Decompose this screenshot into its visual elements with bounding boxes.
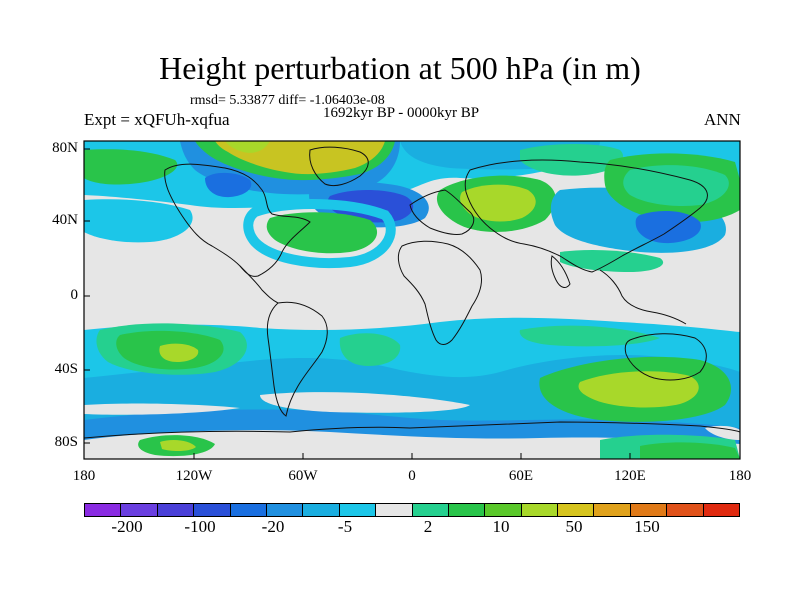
contour-pacific-right-teal xyxy=(623,165,729,206)
colorbar-swatch-12 xyxy=(521,504,559,516)
colorbar-swatch-5 xyxy=(266,504,304,516)
contour-greenland-lime xyxy=(225,141,270,153)
colorbar-swatch-6 xyxy=(303,504,340,516)
lat-label-40s: 40S xyxy=(54,361,78,377)
colorbar-swatch-14 xyxy=(594,504,631,516)
colorbar-swatch-4 xyxy=(230,504,267,516)
contour-antarctic-gray-right xyxy=(705,425,740,440)
tick-marks xyxy=(84,148,631,459)
coast-antarctica xyxy=(84,421,740,439)
lon-label-60e: 60E xyxy=(508,468,534,484)
contour-indian-teal xyxy=(519,325,660,347)
lon-label-120w: 120W xyxy=(175,468,213,484)
coast-south-america xyxy=(266,301,328,417)
contour-south-teal-atlantic xyxy=(339,333,401,366)
colorbar-label-neg200: -200 xyxy=(111,517,143,536)
contour-north-green-left xyxy=(84,149,178,185)
lon-label-180w: 180 xyxy=(72,468,96,484)
contour-antarctic-gray xyxy=(84,430,740,459)
colorbar-label-150: 150 xyxy=(634,517,660,536)
coast-africa xyxy=(397,240,483,345)
contour-north-midblue-left xyxy=(205,172,252,198)
lon-label-0: 0 xyxy=(408,468,416,484)
colorbar-swatch-16 xyxy=(667,504,704,516)
contour-tropic-teal-right xyxy=(560,250,664,272)
colorbar-label-10: 10 xyxy=(492,517,510,536)
lon-label-180e: 180 xyxy=(728,468,752,484)
contour-europe-lime xyxy=(460,184,536,222)
contour-field xyxy=(84,141,740,459)
lon-label-60w: 60W xyxy=(288,468,318,484)
contour-antarctic-green-right xyxy=(640,442,740,459)
coast-india xyxy=(550,255,571,288)
contour-northpac-green xyxy=(266,212,378,254)
colorbar-label-neg100: -100 xyxy=(184,517,216,536)
colorbar-swatch-17 xyxy=(703,504,740,516)
colorbar-label-2: 2 xyxy=(423,517,433,536)
experiment-label: Expt = xQFUh-xqfua xyxy=(84,110,230,129)
coast-europe xyxy=(409,189,475,235)
colorbar-swatch-8 xyxy=(376,504,413,516)
lat-label-80s: 80S xyxy=(54,434,78,450)
contour-siberia-teal xyxy=(520,144,624,176)
colorbar-swatch-0 xyxy=(85,504,122,516)
contour-northpac-cyan-ring xyxy=(243,199,396,269)
colorbar xyxy=(84,503,740,517)
map-title: Height perturbation at 500 hPa (in m) xyxy=(159,50,641,86)
colorbar-label-neg20: -20 xyxy=(261,517,285,536)
lon-label-120e: 120E xyxy=(614,468,646,484)
coast-central-america xyxy=(239,265,279,304)
colorbar-swatch-15 xyxy=(630,504,668,516)
colorbar-label-neg5: -5 xyxy=(337,517,353,536)
colorbar-swatch-2 xyxy=(157,504,195,516)
colorbar-swatch-3 xyxy=(194,504,231,516)
stats-text: rmsd= 5.33877 diff= -1.06403e-08 xyxy=(190,93,385,108)
lat-label-0: 0 xyxy=(70,287,79,303)
colorbar-swatch-13 xyxy=(558,504,595,516)
contour-south-gray-left xyxy=(84,403,240,415)
contour-antarctic-lime-left xyxy=(160,439,196,452)
coastlines xyxy=(84,146,740,439)
colorbar-swatch-11 xyxy=(485,504,522,516)
colorbar-swatch-9 xyxy=(412,504,449,516)
season-label: ANN xyxy=(704,110,741,129)
coast-australia xyxy=(624,333,707,381)
coast-asia xyxy=(464,159,708,273)
coast-north-america xyxy=(164,163,311,277)
colorbar-swatch-1 xyxy=(121,504,158,516)
contour-south-gray-band xyxy=(260,392,470,413)
coast-greenland xyxy=(309,146,369,187)
lat-label-40n: 40N xyxy=(52,212,78,228)
contour-westpac-cyan xyxy=(84,199,193,243)
colorbar-swatch-7 xyxy=(339,504,377,516)
coast-se-asia xyxy=(599,269,687,325)
colorbar-label-50: 50 xyxy=(565,517,583,536)
period-text: 1692kyr BP - 0000kyr BP xyxy=(323,105,480,121)
colorbar-swatch-10 xyxy=(448,504,486,516)
contour-japan-midblue xyxy=(635,210,701,244)
lat-label-80n: 80N xyxy=(52,140,78,156)
contour-south-lime-left xyxy=(159,343,199,362)
